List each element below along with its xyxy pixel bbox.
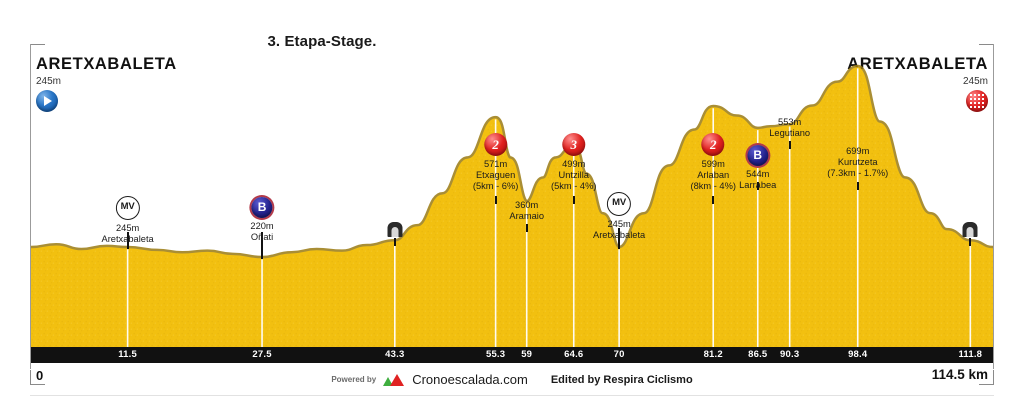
elevation-profile-svg bbox=[31, 64, 993, 347]
poi-leader-line bbox=[525, 224, 528, 232]
poi-marker-legutiano-9[interactable]: 553m Legutiano bbox=[769, 117, 810, 139]
poi-altitude: 571m bbox=[483, 159, 508, 169]
frame-corner-bottom-right bbox=[979, 370, 994, 385]
poi-altitude: 544m bbox=[746, 169, 770, 179]
tunnel-icon bbox=[387, 222, 403, 237]
poi-name: Oñati bbox=[250, 232, 274, 243]
elevation-topline bbox=[31, 67, 993, 261]
axis-tick-label: 27.5 bbox=[252, 349, 272, 360]
axis-tick-label: 64.6 bbox=[564, 349, 584, 360]
poi-marker-aramaio-4[interactable]: 360m Aramaio bbox=[509, 200, 544, 222]
poi-detail: (5km - 4%) bbox=[551, 181, 597, 192]
finish-altitude: 245m bbox=[962, 76, 988, 87]
poi-detail: (5km - 6%) bbox=[472, 181, 519, 192]
footer-divider bbox=[30, 395, 994, 396]
poi-marker-untzilla-5[interactable]: 3 499m Untzilla (5km - 4%) bbox=[551, 133, 596, 193]
poi-name: Aramaio bbox=[509, 211, 544, 222]
poi-altitude: 220m bbox=[250, 221, 274, 231]
axis-tick-label: 81.2 bbox=[703, 349, 723, 360]
poi-altitude: 245m bbox=[607, 219, 631, 229]
poi-marker-tunnel-11[interactable] bbox=[962, 222, 978, 238]
distance-start-label: 0 bbox=[36, 368, 44, 383]
bonus-b-icon: B bbox=[251, 197, 273, 218]
stage-start: ARETXABALETA 245m bbox=[36, 55, 177, 112]
poi-name: Larrabea bbox=[739, 180, 777, 191]
poi-name: Aretxabaleta bbox=[593, 230, 646, 241]
poi-marker-etxaguen-3[interactable]: 2 571m Etxaguen (5km - 6%) bbox=[473, 133, 518, 193]
frame-edge-left bbox=[30, 44, 31, 369]
elevation-profile bbox=[31, 44, 993, 347]
start-town-name: ARETXABALETA bbox=[36, 55, 177, 73]
poi-altitude: 699m bbox=[846, 146, 870, 156]
climb-category-badge: 3 bbox=[562, 133, 586, 156]
distance-total-label: 114.5 km bbox=[931, 367, 988, 382]
poi-marker-aretxabaleta-6[interactable]: MV 245m Aretxabaleta bbox=[593, 192, 645, 241]
poi-leader-line bbox=[261, 232, 264, 260]
finish-town-name: ARETXABALETA bbox=[847, 55, 988, 73]
mountain-logo-icon bbox=[383, 373, 405, 386]
poi-leader-line bbox=[618, 228, 621, 250]
axis-tick-label: 86.5 bbox=[748, 349, 768, 360]
poi-leader-line bbox=[126, 232, 129, 250]
axis-tick-label: 43.3 bbox=[385, 349, 405, 360]
finish-flag-icon bbox=[966, 90, 988, 112]
poi-marker-aretxabaleta-0[interactable]: MV 245m Aretxabaleta bbox=[102, 196, 154, 245]
poi-leader-line bbox=[969, 238, 972, 246]
axis-tick-label: 55.3 bbox=[485, 349, 506, 360]
climb-category-badge: 2 bbox=[701, 133, 725, 156]
poi-name: Legutiano bbox=[769, 128, 811, 139]
sprint-mv-icon: MV bbox=[115, 196, 140, 220]
poi-leader-line bbox=[712, 196, 715, 204]
poi-detail: (8km - 4%) bbox=[690, 181, 736, 192]
start-play-icon bbox=[36, 90, 58, 112]
poi-leader-line bbox=[788, 141, 791, 149]
brand-name: Cronoescalada.com bbox=[412, 372, 528, 387]
powered-by-label: Powered by bbox=[331, 375, 377, 384]
poi-marker-oati-1[interactable]: B 220m Oñati bbox=[250, 197, 274, 243]
elevation-area bbox=[31, 68, 993, 347]
stage-finish: ARETXABALETA 245m bbox=[847, 55, 988, 112]
footer-credits: Powered by Cronoescalada.com Edited by R… bbox=[0, 372, 1024, 387]
bonus-b-icon: B bbox=[747, 145, 769, 166]
poi-altitude: 360m bbox=[515, 200, 539, 210]
poi-detail: (7.3km - 1.7%) bbox=[827, 168, 889, 179]
tunnel-icon bbox=[962, 222, 978, 237]
poi-name: Arlaban bbox=[697, 170, 730, 181]
poi-leader-line bbox=[572, 196, 575, 204]
poi-leader-line bbox=[494, 196, 497, 204]
distance-axis: 11.5 27.5 43.3 55.3 59 64.6 70 81.2 86.5 90.3 98.4… bbox=[31, 347, 993, 363]
poi-marker-kurutzeta-10[interactable]: 699m Kurutzeta (7.3km - 1.7%) bbox=[827, 146, 888, 180]
axis-tick-label: 98.4 bbox=[848, 349, 868, 360]
poi-marker-larrabea-8[interactable]: B 544m Larrabea bbox=[739, 145, 776, 191]
axis-tick-label: 90.3 bbox=[780, 349, 800, 360]
axis-tick-label: 59 bbox=[521, 349, 533, 360]
sprint-mv-icon: MV bbox=[607, 192, 632, 216]
axis-tick-label: 111.8 bbox=[958, 349, 983, 360]
poi-altitude: 499m bbox=[562, 159, 586, 169]
poi-name: Aretxabaleta bbox=[101, 234, 154, 245]
climb-category-badge: 2 bbox=[484, 133, 508, 156]
axis-tick-label: 11.5 bbox=[118, 349, 137, 360]
poi-altitude: 599m bbox=[701, 159, 725, 169]
poi-marker-tunnel-2[interactable] bbox=[387, 222, 403, 238]
poi-name: Kurutzeta bbox=[837, 157, 878, 168]
poi-leader-line bbox=[756, 182, 759, 190]
page-title: 3. Etapa-Stage. bbox=[0, 33, 1024, 50]
poi-name: Etxaguen bbox=[475, 170, 516, 181]
axis-tick-label: 70 bbox=[613, 349, 625, 360]
poi-name: Untzilla bbox=[558, 170, 589, 181]
frame-corner-bottom-left bbox=[30, 370, 45, 385]
poi-leader-line bbox=[393, 238, 396, 246]
poi-altitude: 553m bbox=[778, 117, 802, 127]
poi-altitude: 245m bbox=[115, 223, 140, 233]
poi-leader-line bbox=[856, 182, 859, 190]
page-title-text: 3. Etapa-Stage. bbox=[267, 33, 377, 50]
editor-credit: Edited by Respira Ciclismo bbox=[550, 373, 693, 386]
poi-marker-arlaban-7[interactable]: 2 599m Arlaban (8km - 4%) bbox=[690, 133, 736, 193]
frame-edge-right bbox=[993, 44, 994, 369]
start-altitude: 245m bbox=[36, 76, 62, 87]
